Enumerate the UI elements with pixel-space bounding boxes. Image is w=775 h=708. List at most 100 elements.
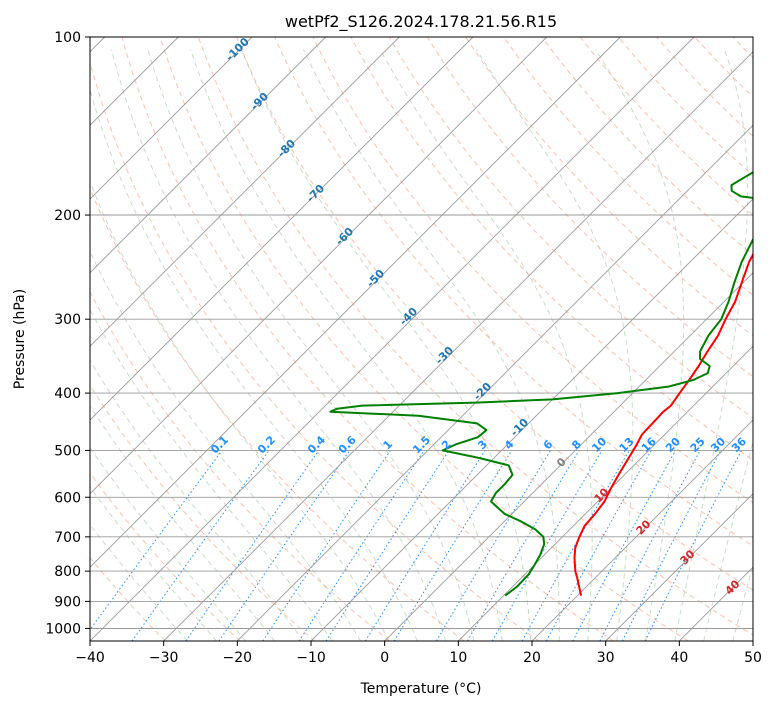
y-tick-label: 300: [54, 312, 81, 328]
moist-adiabat: [90, 523, 188, 641]
y-tick-label: 900: [54, 594, 81, 610]
mixing-ratio-line: [218, 450, 351, 641]
moist-adiabat: [110, 49, 446, 641]
dry-adiabat: [236, 37, 753, 591]
isotherm: [90, 37, 327, 274]
y-tick-label: 500: [54, 443, 81, 459]
mixing-ratio-line: [393, 450, 513, 641]
dry-adiabat: [90, 384, 316, 641]
isotherm: [605, 493, 753, 641]
moist-adiabat: [379, 49, 593, 641]
dry-adiabat-label: -100: [223, 35, 252, 64]
dry-adiabat: [90, 186, 465, 641]
dry-adiabat-label: -80: [275, 137, 298, 160]
x-tick-label: −20: [223, 650, 253, 666]
isotherm: [90, 37, 253, 200]
dry-adiabat: [426, 37, 753, 378]
mixing-ratio-line: [364, 450, 486, 641]
mixing-ratio-line: [435, 450, 552, 641]
dry-adiabat-label: -50: [364, 267, 387, 290]
mixing-ratio-label: 0.6: [336, 433, 359, 456]
dry-adiabat: [274, 37, 753, 547]
mixing-ratio-label: 1.5: [410, 433, 433, 456]
y-tick-label: 400: [54, 386, 81, 402]
mixing-ratio-label: 13: [617, 435, 637, 455]
dry-adiabat-label: -10: [508, 416, 531, 439]
moist-adiabat: [90, 359, 304, 641]
mixing-ratio-label: 0.2: [255, 433, 278, 456]
isotherm: [90, 37, 548, 495]
dry-adiabat-label: -30: [433, 344, 456, 367]
dry-adiabat: [388, 37, 753, 419]
moist-adiabat: [732, 563, 753, 641]
moist-adiabat: [241, 49, 532, 641]
y-tick-label: 600: [54, 490, 81, 506]
moist-adiabat-lines: [90, 49, 753, 641]
moist-adiabat-label: 30: [678, 547, 698, 567]
x-tick-label: 30: [597, 650, 615, 666]
dry-adiabat-label: -40: [397, 305, 420, 328]
isotherm: [90, 37, 695, 641]
moist-adiabat: [303, 49, 560, 641]
moist-adiabat: [90, 446, 247, 641]
dry-adiabat: [732, 37, 753, 59]
mixing-ratio-label: 36: [729, 435, 749, 455]
isotherm: [752, 640, 753, 641]
dry-adiabat: [90, 60, 540, 641]
dry-adiabat: [465, 37, 753, 337]
dry-adiabat: [90, 472, 241, 641]
background-line-labels: -100-90-80-70-60-50-40-30-20-100.1 0.2 0.4…: [208, 35, 749, 598]
moist-adiabat: [90, 180, 390, 641]
mixing-ratio-label: 16: [639, 435, 659, 455]
isotherm: [384, 272, 753, 641]
mixing-ratio-line: [521, 450, 630, 641]
x-tick-label: −30: [149, 650, 179, 666]
temperature-profile-line: [573, 252, 753, 596]
moist-adiabat: [475, 49, 634, 641]
series-lines: [329, 171, 753, 597]
moist-adiabat-label: 10: [592, 485, 612, 505]
isobar-lines: [90, 37, 753, 629]
x-tick-label: −10: [296, 650, 326, 666]
x-tick-label: 10: [449, 650, 467, 666]
y-tick-label: 200: [54, 208, 81, 224]
dewpoint-profile-line: [329, 171, 753, 597]
mixing-ratio-label: 0.4: [305, 433, 328, 456]
moist-adiabat-label: 0: [554, 455, 569, 470]
isotherm: [531, 419, 753, 641]
x-tick-label: 0: [380, 650, 389, 666]
x-tick-label: 50: [744, 650, 762, 666]
moist-adiabat: [90, 404, 275, 641]
dry-adiabat: [197, 37, 753, 636]
mixing-ratio-line: [644, 450, 742, 641]
moist-adiabat: [703, 440, 753, 641]
dry-adiabat-lines: [90, 37, 775, 641]
x-axis-label: Temperature (°C): [360, 681, 482, 697]
dry-adiabat: [121, 37, 614, 641]
moist-adiabat: [147, 49, 475, 641]
dry-adiabat: [159, 37, 689, 641]
mixing-ratio-line: [467, 450, 580, 641]
plot-frame: [89, 36, 754, 642]
y-axis-label: Pressure (hPa): [12, 289, 28, 389]
moist-adiabat: [90, 486, 217, 641]
mixing-ratio-line: [572, 450, 676, 641]
isotherm: [163, 51, 753, 641]
dry-adiabat-label: -20: [471, 380, 494, 403]
x-tick-label: 20: [523, 650, 541, 666]
dry-adiabat: [771, 37, 775, 641]
mixing-ratio-line: [185, 450, 320, 641]
isotherm-lines: [90, 37, 753, 641]
moist-adiabat: [595, 49, 685, 641]
y-axis-ticks: 100 200 300 400 500 600 700 800 900 1000: [45, 30, 90, 637]
moist-adiabat: [90, 87, 418, 641]
dry-adiabat: [350, 37, 753, 461]
mixing-ratio-line: [545, 450, 652, 641]
moist-adiabat: [90, 250, 361, 641]
dry-adiabat: [541, 37, 753, 256]
mixing-ratio-label: 25: [688, 435, 708, 455]
y-tick-label: 100: [54, 30, 81, 46]
dry-adiabat-label: -70: [304, 182, 327, 205]
y-tick-label: 700: [54, 530, 81, 546]
